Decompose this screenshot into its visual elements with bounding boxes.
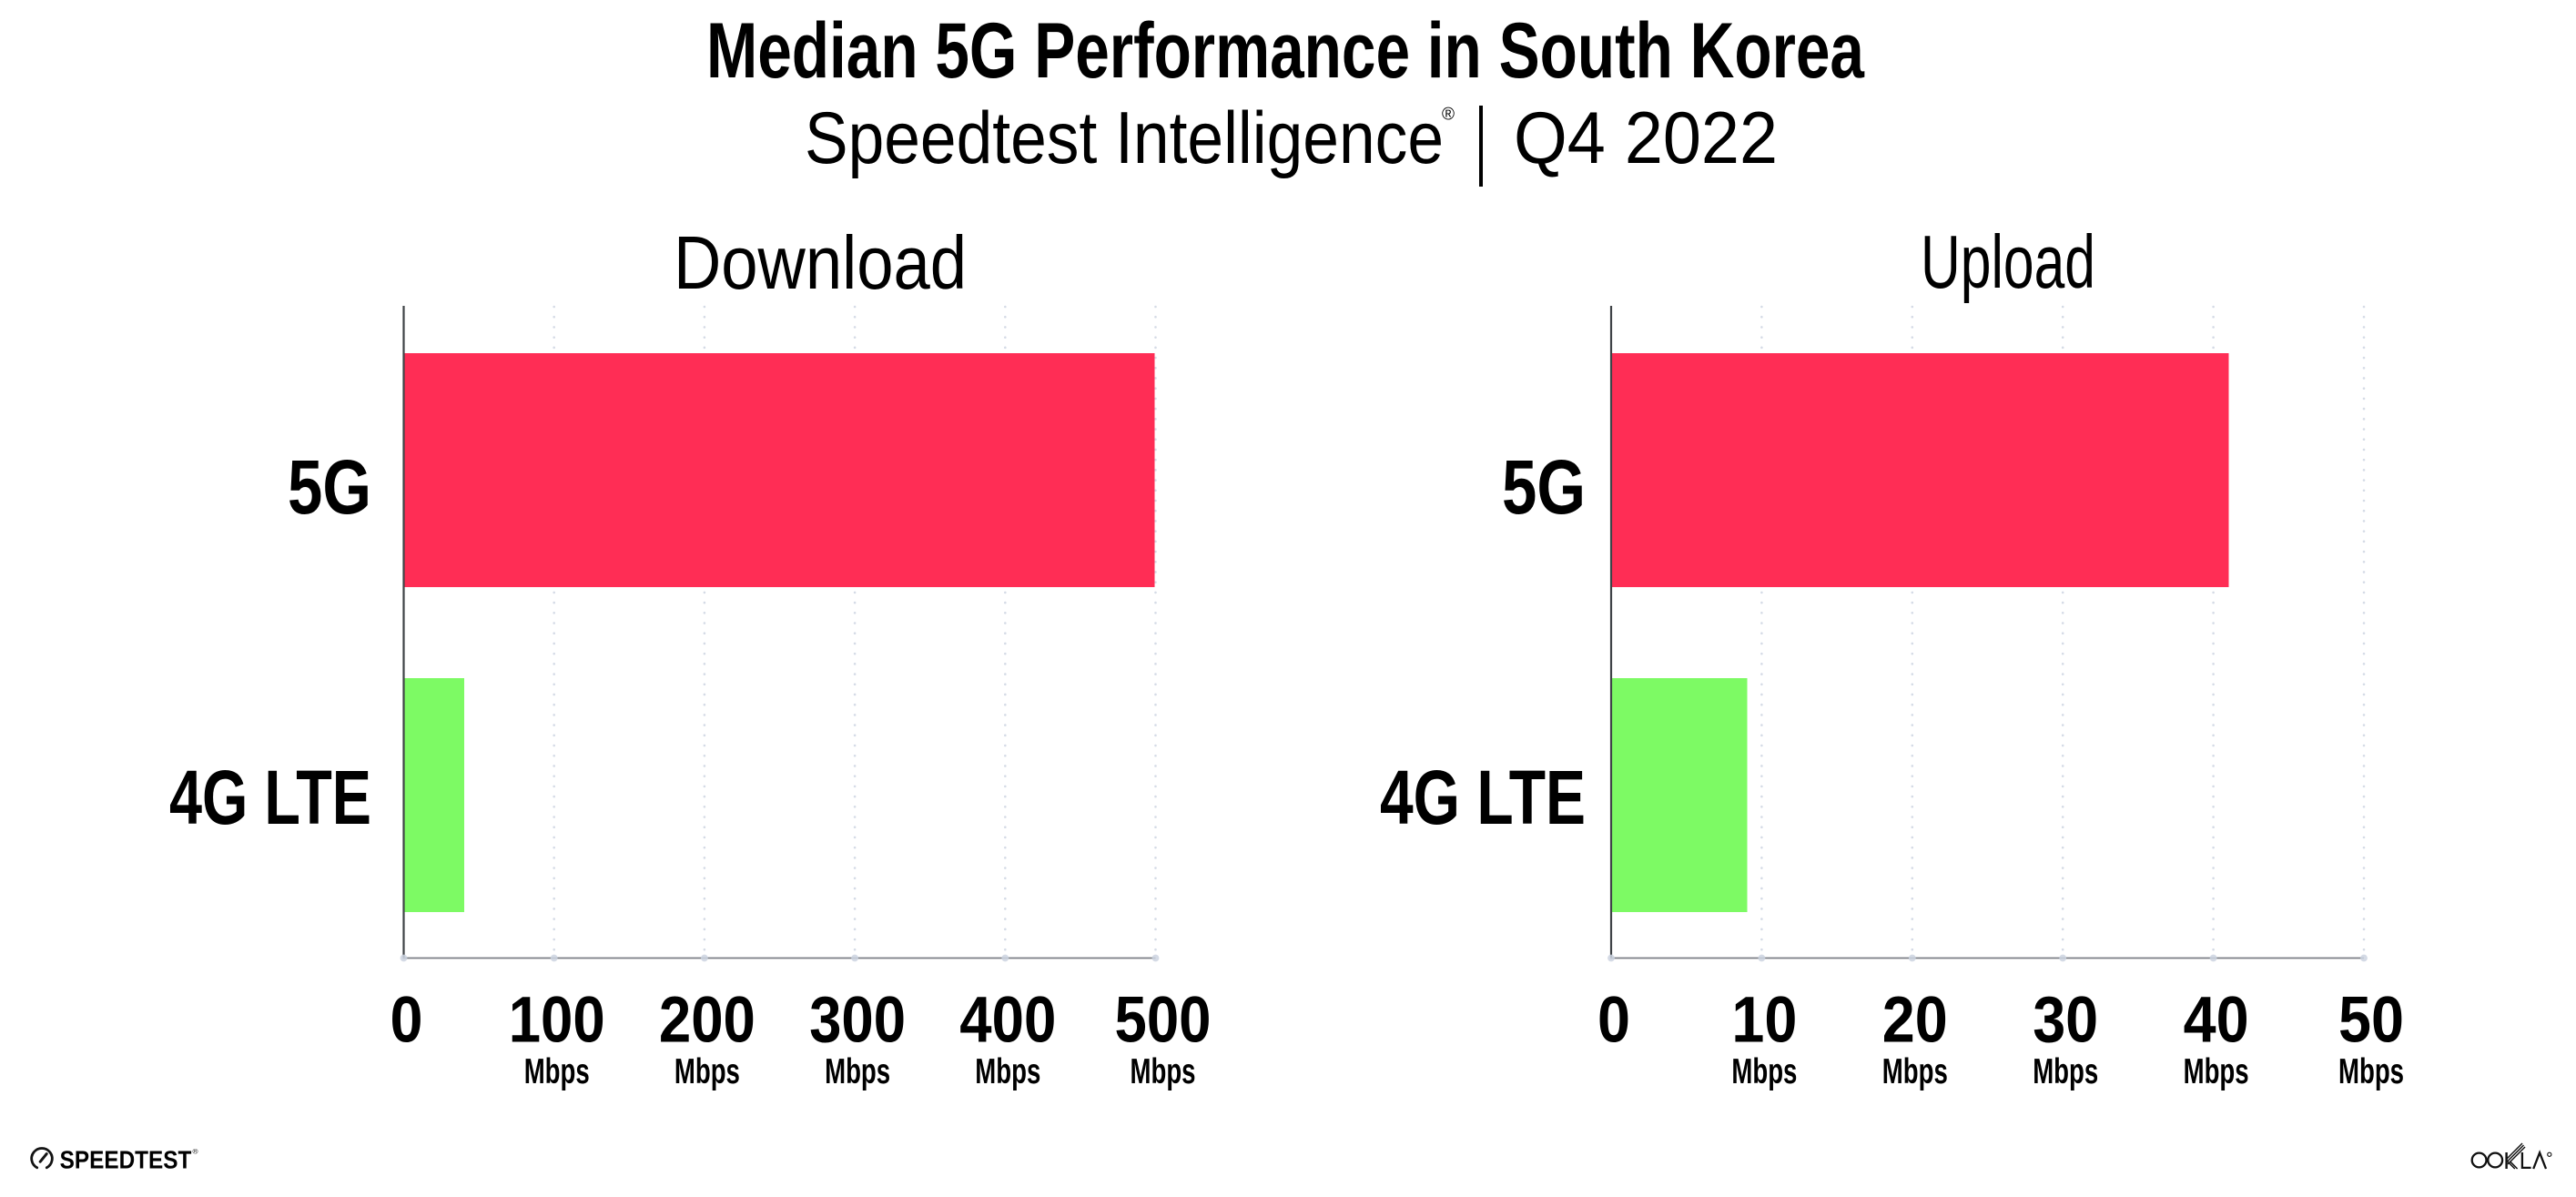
svg-text:®: ® — [1442, 106, 1455, 125]
svg-text:0: 0 — [390, 983, 423, 1056]
svg-text:Mbps: Mbps — [1882, 1052, 1948, 1091]
svg-text:Download: Download — [674, 220, 967, 305]
svg-text:Mbps: Mbps — [1731, 1052, 1797, 1091]
svg-text:Mbps: Mbps — [975, 1052, 1040, 1091]
svg-text:300: 300 — [809, 983, 906, 1056]
svg-text:30: 30 — [2033, 983, 2098, 1056]
svg-text:Mbps: Mbps — [674, 1052, 740, 1091]
svg-text:0: 0 — [1597, 983, 1630, 1056]
svg-text:4G LTE: 4G LTE — [169, 755, 371, 840]
svg-text:5G: 5G — [1502, 444, 1586, 530]
svg-text:20: 20 — [1882, 983, 1948, 1056]
svg-text:®: ® — [193, 1148, 199, 1156]
svg-text:Speedtest Intelligence: Speedtest Intelligence — [805, 97, 1444, 179]
svg-text:Q4 2022: Q4 2022 — [1514, 97, 1778, 179]
svg-text:100: 100 — [509, 983, 605, 1056]
svg-text:Mbps: Mbps — [825, 1052, 890, 1091]
svg-text:Mbps: Mbps — [2338, 1052, 2404, 1091]
svg-text:SPEEDTEST: SPEEDTEST — [60, 1146, 192, 1174]
svg-text:500: 500 — [1115, 983, 1212, 1056]
svg-text:5G: 5G — [288, 444, 371, 530]
svg-text:Median 5G Performance in South: Median 5G Performance in South Korea — [706, 7, 1865, 95]
svg-text:Mbps: Mbps — [524, 1052, 590, 1091]
svg-text:400: 400 — [959, 983, 1056, 1056]
svg-text:50: 50 — [2338, 983, 2404, 1056]
svg-text:4G LTE: 4G LTE — [1380, 755, 1586, 840]
svg-text:Mbps: Mbps — [1131, 1052, 1196, 1091]
svg-text:Mbps: Mbps — [2184, 1052, 2249, 1091]
svg-text:10: 10 — [1731, 983, 1797, 1056]
svg-text:Upload: Upload — [1921, 219, 2095, 304]
svg-text:200: 200 — [659, 983, 756, 1056]
svg-text:Mbps: Mbps — [2033, 1052, 2098, 1091]
svg-text:40: 40 — [2184, 983, 2249, 1056]
